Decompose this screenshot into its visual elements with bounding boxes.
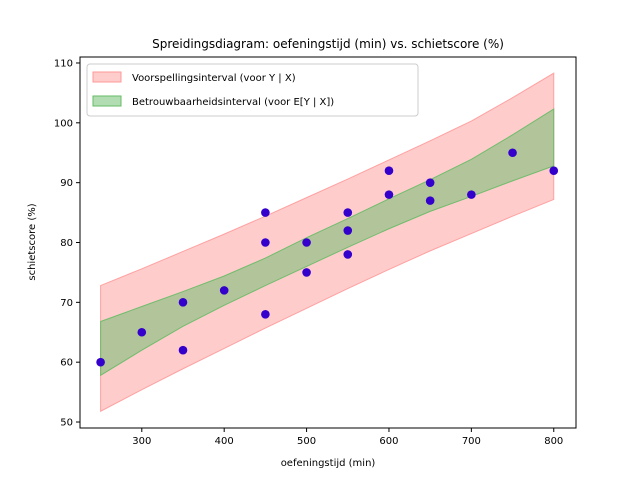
scatter-point xyxy=(302,268,311,277)
scatter-point xyxy=(178,345,188,355)
scatter-point xyxy=(384,190,394,199)
y-tick-label: 50 xyxy=(60,418,73,429)
scatter-point xyxy=(261,238,270,247)
legend-box xyxy=(86,63,419,117)
scatter-point xyxy=(261,310,270,319)
x-axis-label: oefeningstijd (min) xyxy=(281,458,376,469)
y-axis-label: schietscore (%) xyxy=(27,203,38,280)
scatter-point xyxy=(343,208,353,217)
scatter-point xyxy=(96,357,105,367)
y-tick-label: 90 xyxy=(60,178,73,189)
y-axis-ticks: 50 60 70 80 90 100 110 xyxy=(54,58,80,429)
x-tick-label: 300 xyxy=(132,436,151,447)
y-tick-label: 60 xyxy=(60,358,73,369)
x-tick-label: 400 xyxy=(215,436,234,447)
legend-label-prediction: Voorspellingsinterval (voor Y | X) xyxy=(132,73,296,84)
legend-swatch-prediction xyxy=(92,71,122,83)
y-tick-label: 100 xyxy=(54,118,73,129)
scatter-point xyxy=(508,148,517,158)
scatter-point xyxy=(137,327,147,337)
x-tick-label: 800 xyxy=(544,436,563,447)
legend-label-confidence: Betrouwbaarheidsinterval (voor E[Y | X]) xyxy=(132,97,334,108)
scatter-point xyxy=(467,190,476,199)
scatter-point xyxy=(384,166,394,175)
scatter-point xyxy=(425,178,435,187)
legend-swatch-confidence xyxy=(92,95,122,107)
scatter-point xyxy=(425,196,435,205)
interval-bands xyxy=(100,72,555,413)
x-axis-ticks: 300 400 500 600 700 800 xyxy=(132,428,563,447)
scatter-point xyxy=(343,250,353,259)
scatter-points xyxy=(96,148,559,367)
scatter-point xyxy=(219,286,229,295)
chart-title: Spreidingsdiagram: oefeningstijd (min) v… xyxy=(152,37,504,51)
scatter-point xyxy=(343,226,353,235)
y-tick-label: 110 xyxy=(54,58,73,69)
scatter-point xyxy=(261,208,270,217)
scatter-point xyxy=(178,298,188,307)
x-tick-label: 500 xyxy=(297,436,316,447)
scatter-point xyxy=(549,166,559,175)
legend: Voorspellingsinterval (voor Y | X) Betrou… xyxy=(86,63,419,117)
y-tick-label: 70 xyxy=(60,298,73,309)
y-tick-label: 80 xyxy=(60,238,73,249)
scatter-point xyxy=(302,238,311,247)
x-tick-label: 700 xyxy=(462,436,481,447)
confidence-interval-band xyxy=(100,108,555,377)
x-tick-label: 600 xyxy=(379,436,398,447)
